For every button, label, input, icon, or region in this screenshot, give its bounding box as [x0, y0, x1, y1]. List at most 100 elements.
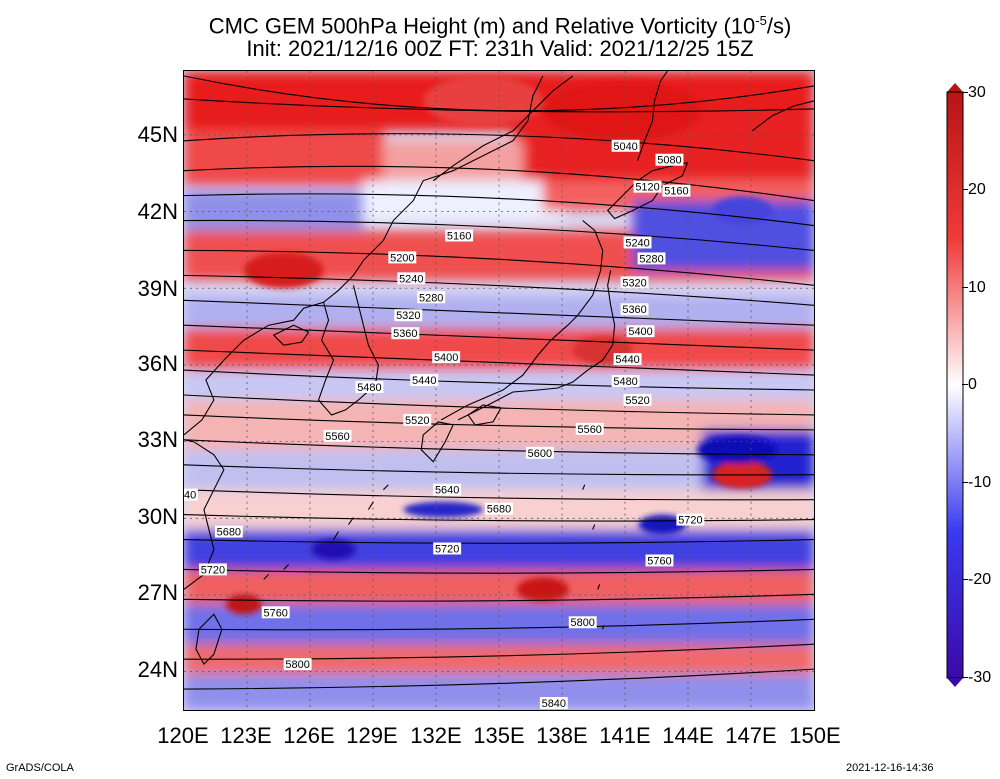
contour-label: 5640: [433, 483, 462, 497]
height-contour: [184, 668, 814, 690]
svg-text:5400: 5400: [628, 326, 652, 338]
height-contour: [184, 133, 814, 162]
contour-label: 5760: [645, 554, 674, 567]
x-tick-label: 129E: [346, 723, 398, 748]
x-tick-label: 150E: [789, 723, 841, 748]
y-tick-label: 45N: [137, 122, 178, 147]
contour-label: 5520: [623, 393, 652, 407]
y-tick-label: 27N: [137, 580, 178, 605]
svg-text:5560: 5560: [578, 424, 602, 436]
svg-text:5320: 5320: [622, 277, 646, 289]
contour-label: 5520: [403, 413, 432, 427]
contour-label: 5080: [655, 153, 684, 167]
svg-text:5720: 5720: [201, 564, 225, 576]
y-tick-label: 30N: [137, 504, 178, 529]
contour-label: 5360: [620, 303, 649, 316]
colorbar-label: -20: [968, 571, 992, 588]
svg-text:5360: 5360: [622, 304, 646, 316]
height-contour-labels: 5040 5080 5120 5160 5160 5200 5240 5240 5280 5280…: [183, 139, 705, 710]
height-contour: [184, 538, 814, 544]
svg-text:5120: 5120: [635, 182, 659, 194]
x-tick-label: 147E: [725, 723, 777, 748]
svg-text:5160: 5160: [664, 186, 688, 198]
y-tick-label: 42N: [137, 199, 178, 224]
x-tick-label: 126E: [283, 723, 335, 748]
contour-label: 5360: [391, 327, 420, 340]
svg-text:5440: 5440: [615, 354, 639, 366]
svg-text:5640: 5640: [435, 485, 459, 497]
vorticity-colorbar: [946, 83, 964, 687]
svg-text:5760: 5760: [264, 607, 288, 619]
colorbar-label: -30: [968, 669, 992, 686]
svg-text:5080: 5080: [657, 155, 681, 167]
contour-label: 5640: [183, 488, 198, 502]
vorticity-cell: [225, 594, 262, 615]
svg-text:5040: 5040: [613, 141, 637, 153]
height-contour: [184, 193, 814, 227]
vorticity-cell: [516, 577, 569, 602]
colorbar-label: 10: [968, 279, 986, 296]
colorbar-label: 20: [968, 181, 986, 198]
vorticity-cell: [243, 252, 324, 289]
contour-label: 5480: [611, 375, 640, 388]
height-contour: [184, 489, 814, 501]
height-contour: [184, 514, 814, 522]
contour-label: 5680: [214, 525, 243, 539]
svg-text:5520: 5520: [405, 415, 429, 427]
svg-text:5160: 5160: [447, 230, 471, 242]
svg-text:5680: 5680: [217, 527, 241, 539]
contour-label: 5440: [410, 374, 439, 387]
contour-label: 5280: [637, 252, 666, 265]
x-tick-label: 120E: [157, 723, 209, 748]
contour-label: 5680: [485, 502, 513, 516]
height-contour: [184, 98, 814, 113]
contour-label: 5200: [388, 251, 417, 264]
height-contour: [184, 165, 814, 202]
svg-text:5760: 5760: [647, 555, 671, 567]
colorbar-top-arrow: [947, 83, 963, 92]
svg-text:5440: 5440: [412, 375, 436, 387]
x-tick-label: 144E: [662, 723, 714, 748]
height-contour: [184, 568, 814, 574]
height-contour: [184, 439, 814, 456]
svg-text:5800: 5800: [285, 659, 309, 671]
map-title-line1: CMC GEM 500hPa Height (m) and Relative V…: [208, 13, 792, 39]
svg-text:5680: 5680: [487, 504, 511, 516]
vorticity-cell: [542, 80, 703, 141]
y-tick-label: 36N: [137, 351, 178, 376]
svg-text:5480: 5480: [613, 376, 637, 388]
vorticity-cell: [403, 501, 484, 518]
colorbar-bottom-arrow: [947, 678, 963, 687]
svg-text:5520: 5520: [625, 395, 649, 407]
vorticity-cell: [311, 539, 356, 560]
map-title-line2: Init: 2021/12/16 00Z FT: 231h Valid: 202…: [246, 36, 754, 61]
x-tick-label: 135E: [473, 723, 525, 748]
contour-label: 5240: [397, 272, 426, 285]
contour-label: 5400: [626, 325, 655, 338]
x-tick-label: 141E: [599, 723, 651, 748]
colorbar-label: 0: [968, 376, 977, 393]
contour-label: 5320: [394, 309, 423, 322]
contour-label: 5320: [620, 276, 649, 289]
vorticity-cell: [423, 75, 543, 126]
contour-label: 5240: [623, 236, 652, 249]
svg-text:5720: 5720: [678, 515, 702, 527]
height-contours: [184, 75, 814, 690]
colorbar-label: 30: [968, 84, 986, 101]
contour-label: 5720: [198, 563, 227, 576]
vorticity-cell: [712, 196, 773, 225]
contour-label: 5800: [568, 616, 597, 629]
contour-label: 5280: [417, 291, 446, 304]
contour-label: 5440: [613, 353, 642, 366]
svg-text:5640: 5640: [183, 490, 196, 502]
footer-credit: GrADS/COLA: [6, 762, 74, 774]
contour-label: 5040: [611, 139, 640, 153]
contour-label: 5400: [432, 351, 461, 364]
height-contour: [184, 414, 814, 431]
vorticity-band: [363, 180, 563, 221]
contour-label: 5480: [355, 381, 384, 394]
svg-text:5400: 5400: [434, 352, 458, 364]
x-tick-label: 123E: [220, 723, 272, 748]
vorticity-cell: [697, 435, 778, 464]
svg-text:5600: 5600: [528, 448, 552, 460]
